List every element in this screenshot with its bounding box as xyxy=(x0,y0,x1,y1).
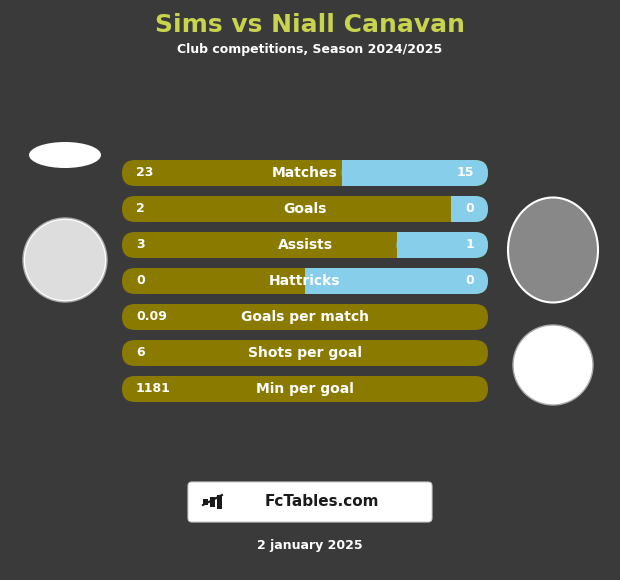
FancyBboxPatch shape xyxy=(122,196,488,222)
Text: Min per goal: Min per goal xyxy=(256,382,354,396)
Bar xyxy=(210,497,215,507)
Text: FcTables.com: FcTables.com xyxy=(265,495,379,509)
Text: 0: 0 xyxy=(465,274,474,288)
Text: 1181: 1181 xyxy=(136,382,171,396)
FancyBboxPatch shape xyxy=(397,232,488,258)
Text: Shots per goal: Shots per goal xyxy=(248,346,362,360)
Circle shape xyxy=(513,325,593,405)
Circle shape xyxy=(25,220,105,300)
Text: 0: 0 xyxy=(136,274,144,288)
Text: Hattricks: Hattricks xyxy=(269,274,341,288)
Text: Matches: Matches xyxy=(272,166,338,180)
Ellipse shape xyxy=(508,198,598,303)
Bar xyxy=(203,499,208,505)
FancyBboxPatch shape xyxy=(122,232,488,258)
Bar xyxy=(451,196,466,222)
FancyBboxPatch shape xyxy=(122,376,488,402)
Bar xyxy=(217,495,222,509)
Text: 23: 23 xyxy=(136,166,153,179)
Text: Goals: Goals xyxy=(283,202,327,216)
Text: Club competitions, Season 2024/2025: Club competitions, Season 2024/2025 xyxy=(177,44,443,56)
Text: 2: 2 xyxy=(136,202,144,216)
Text: 1: 1 xyxy=(465,238,474,252)
FancyBboxPatch shape xyxy=(122,340,488,366)
Text: Sims vs Niall Canavan: Sims vs Niall Canavan xyxy=(155,13,465,37)
Text: 3: 3 xyxy=(136,238,144,252)
Bar xyxy=(305,268,319,294)
FancyBboxPatch shape xyxy=(451,196,488,222)
FancyBboxPatch shape xyxy=(122,268,488,294)
FancyBboxPatch shape xyxy=(122,160,488,186)
Text: 6: 6 xyxy=(136,346,144,360)
FancyBboxPatch shape xyxy=(342,160,488,186)
Text: 0: 0 xyxy=(465,202,474,216)
FancyBboxPatch shape xyxy=(188,482,432,522)
Text: Goals per match: Goals per match xyxy=(241,310,369,324)
Text: 2 january 2025: 2 january 2025 xyxy=(257,538,363,552)
Circle shape xyxy=(23,218,107,302)
FancyBboxPatch shape xyxy=(305,268,488,294)
Bar xyxy=(397,232,410,258)
Text: 15: 15 xyxy=(456,166,474,179)
Ellipse shape xyxy=(29,142,101,168)
Bar xyxy=(342,160,356,186)
FancyBboxPatch shape xyxy=(122,304,488,330)
Text: Assists: Assists xyxy=(278,238,332,252)
Text: 0.09: 0.09 xyxy=(136,310,167,324)
